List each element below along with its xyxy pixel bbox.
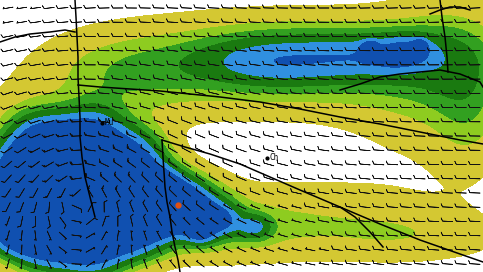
Text: Mu: Mu [105,118,114,127]
Text: Ch: Ch [270,153,279,162]
